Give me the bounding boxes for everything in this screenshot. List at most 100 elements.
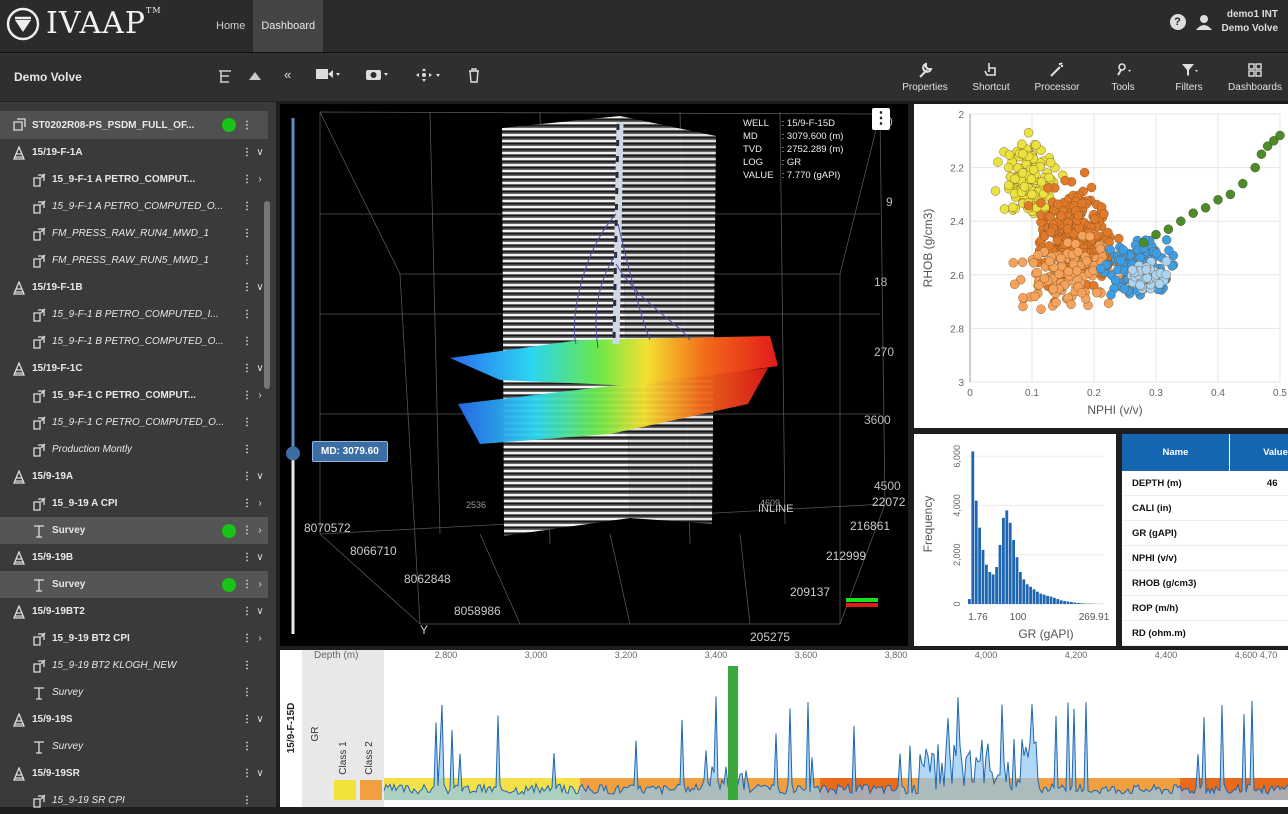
tree-item[interactable]: Survey ⋮ › bbox=[0, 571, 268, 598]
move-arrows-icon[interactable] bbox=[415, 67, 443, 83]
class-swatch[interactable] bbox=[334, 780, 356, 800]
tree-item[interactable]: Survey ⋮ › bbox=[0, 517, 268, 544]
item-menu-kebab-icon[interactable]: ⋮ bbox=[242, 255, 252, 266]
tree-item[interactable]: 15_9-F-1 B PETRO_COMPUTED_O... ⋮ bbox=[0, 328, 268, 355]
item-menu-kebab-icon[interactable]: ⋮ bbox=[242, 606, 252, 617]
item-menu-kebab-icon[interactable]: ⋮ bbox=[242, 444, 252, 455]
scatter-point bbox=[1176, 217, 1185, 226]
tree-item[interactable]: 15_9-F-1 B PETRO_COMPUTED_I... ⋮ bbox=[0, 301, 268, 328]
tree-item[interactable]: 15_9-19 BT2 KLOGH_NEW ⋮ bbox=[0, 652, 268, 679]
chevron-right-icon[interactable]: › bbox=[252, 525, 268, 536]
toolbar-shortcut-button[interactable]: Shortcut bbox=[958, 61, 1024, 93]
item-menu-kebab-icon[interactable]: ⋮ bbox=[242, 147, 252, 158]
chevron-right-icon[interactable]: › bbox=[252, 390, 268, 401]
collapse-sidebar-icon[interactable]: « bbox=[284, 67, 291, 83]
collapse-up-icon[interactable] bbox=[248, 70, 262, 82]
3d-scene[interactable]: 8070572806671080628488058986Y22072216861… bbox=[280, 104, 908, 646]
item-menu-kebab-icon[interactable]: ⋮ bbox=[242, 714, 252, 725]
tree-item[interactable]: 15_9-F-1 A PETRO_COMPUTED_O... ⋮ bbox=[0, 193, 268, 220]
item-menu-kebab-icon[interactable]: ⋮ bbox=[242, 687, 252, 698]
chevron-down-icon[interactable]: ∨ bbox=[252, 471, 268, 482]
chevron-right-icon[interactable]: › bbox=[252, 579, 268, 590]
user-icon[interactable] bbox=[1196, 14, 1212, 30]
chevron-down-icon[interactable]: ∨ bbox=[252, 147, 268, 158]
nav-home[interactable]: Home bbox=[208, 0, 253, 52]
toolbar-dashboards-button[interactable]: Dashboards bbox=[1222, 61, 1288, 93]
camera-video-icon[interactable] bbox=[315, 67, 341, 81]
tree-item[interactable]: 15/9-19A ⋮ ∨ bbox=[0, 463, 268, 490]
chevron-down-icon[interactable]: ∨ bbox=[252, 606, 268, 617]
item-menu-kebab-icon[interactable]: ⋮ bbox=[242, 498, 252, 509]
tree-item[interactable]: Production Montly ⋮ bbox=[0, 436, 268, 463]
tree-item[interactable]: FM_PRESS_RAW_RUN4_MWD_1 ⋮ bbox=[0, 220, 268, 247]
item-menu-kebab-icon[interactable]: ⋮ bbox=[242, 741, 252, 752]
chevron-down-icon[interactable]: ∨ bbox=[252, 552, 268, 563]
item-menu-kebab-icon[interactable]: ⋮ bbox=[242, 174, 252, 185]
tree-item[interactable]: 15_9-19 SR CPI ⋮ bbox=[0, 787, 268, 814]
scatter-point bbox=[1029, 165, 1038, 174]
histogram-bar bbox=[1005, 510, 1008, 604]
user-menu[interactable]: demo1 INT Demo Volve bbox=[1222, 8, 1279, 36]
snapshot-camera-icon[interactable] bbox=[365, 67, 391, 81]
item-menu-kebab-icon[interactable]: ⋮ bbox=[242, 336, 252, 347]
item-menu-kebab-icon[interactable]: ⋮ bbox=[242, 120, 252, 131]
item-menu-kebab-icon[interactable]: ⋮ bbox=[242, 471, 252, 482]
tree-item[interactable]: 15/19-F-1A ⋮ ∨ bbox=[0, 139, 268, 166]
tree-item[interactable]: 15/19-F-1B ⋮ ∨ bbox=[0, 274, 268, 301]
item-menu-kebab-icon[interactable]: ⋮ bbox=[242, 768, 252, 779]
tree-item[interactable]: 15_9-F-1 A PETRO_COMPUT... ⋮ › bbox=[0, 166, 268, 193]
item-menu-kebab-icon[interactable]: ⋮ bbox=[242, 633, 252, 644]
item-menu-kebab-icon[interactable]: ⋮ bbox=[242, 282, 252, 293]
item-menu-kebab-icon[interactable]: ⋮ bbox=[242, 390, 252, 401]
item-menu-kebab-icon[interactable]: ⋮ bbox=[242, 525, 252, 536]
chevron-right-icon[interactable]: › bbox=[252, 174, 268, 185]
item-menu-kebab-icon[interactable]: ⋮ bbox=[242, 795, 252, 806]
item-menu-kebab-icon[interactable]: ⋮ bbox=[242, 201, 252, 212]
chevron-right-icon[interactable]: › bbox=[252, 498, 268, 509]
item-menu-kebab-icon[interactable]: ⋮ bbox=[242, 417, 252, 428]
toolbar-processor-button[interactable]: Processor bbox=[1024, 61, 1090, 93]
sidebar-scrollbar[interactable] bbox=[264, 201, 270, 389]
tree-item[interactable]: Survey ⋮ bbox=[0, 733, 268, 760]
chevron-down-icon[interactable]: ∨ bbox=[252, 714, 268, 725]
viewer-options-kebab-icon[interactable]: ⋮ bbox=[872, 108, 890, 130]
md-slider-handle[interactable] bbox=[286, 446, 300, 460]
tree-item[interactable]: 15_9-F-1 C PETRO_COMPUT... ⋮ › bbox=[0, 382, 268, 409]
toolbar-filters-button[interactable]: Filters bbox=[1156, 61, 1222, 93]
tree-item[interactable]: 15/9-19SR ⋮ ∨ bbox=[0, 760, 268, 787]
item-menu-kebab-icon[interactable]: ⋮ bbox=[242, 228, 252, 239]
chevron-right-icon[interactable]: › bbox=[252, 633, 268, 644]
item-menu-kebab-icon[interactable]: ⋮ bbox=[242, 579, 252, 590]
tree-item[interactable]: 15/19-F-1C ⋮ ∨ bbox=[0, 355, 268, 382]
class-swatch[interactable] bbox=[360, 780, 382, 800]
tree-item[interactable]: Survey ⋮ bbox=[0, 679, 268, 706]
toolbar-properties-button[interactable]: Properties bbox=[892, 61, 958, 93]
item-menu-kebab-icon[interactable]: ⋮ bbox=[242, 309, 252, 320]
help-icon[interactable]: ? bbox=[1170, 14, 1186, 30]
well-icon bbox=[12, 767, 26, 781]
tree-item[interactable]: 15/9-19S ⋮ ∨ bbox=[0, 706, 268, 733]
tree-item[interactable]: ST0202R08-PS_PSDM_FULL_OF... ⋮ bbox=[0, 111, 268, 139]
nav-dashboard[interactable]: Dashboard bbox=[253, 0, 323, 52]
tree-item[interactable]: 15_9-19 A CPI ⋮ › bbox=[0, 490, 268, 517]
item-menu-kebab-icon[interactable]: ⋮ bbox=[242, 363, 252, 374]
log-cursor-marker[interactable] bbox=[728, 666, 738, 800]
chevron-down-icon[interactable]: ∨ bbox=[252, 768, 268, 779]
tree-item[interactable]: 15_9-19 BT2 CPI ⋮ › bbox=[0, 625, 268, 652]
tree-item[interactable]: FM_PRESS_RAW_RUN5_MWD_1 ⋮ bbox=[0, 247, 268, 274]
wellbore[interactable] bbox=[616, 122, 620, 344]
tree-item[interactable]: 15/9-19B ⋮ ∨ bbox=[0, 544, 268, 571]
tree-item[interactable]: 15_9-F-1 C PETRO_COMPUTED_O... ⋮ bbox=[0, 409, 268, 436]
toolbar-tools-button[interactable]: Tools bbox=[1090, 61, 1156, 93]
item-menu-kebab-icon[interactable]: ⋮ bbox=[242, 660, 252, 671]
tree-item[interactable]: 15/9-19BT2 ⋮ ∨ bbox=[0, 598, 268, 625]
trash-icon[interactable] bbox=[467, 67, 481, 83]
app-logo[interactable]: IVAAPTM bbox=[6, 6, 162, 41]
tree-view-icon[interactable] bbox=[218, 70, 234, 84]
item-menu-kebab-icon[interactable]: ⋮ bbox=[242, 552, 252, 563]
scatter-point bbox=[1008, 203, 1017, 212]
